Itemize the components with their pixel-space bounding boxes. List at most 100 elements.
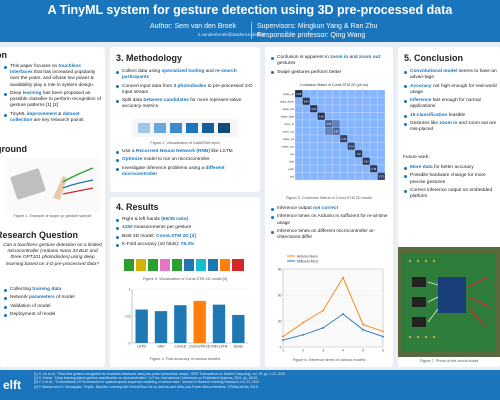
bar xyxy=(193,300,206,343)
cell-value: 0.83 xyxy=(364,160,369,163)
matrix-cell xyxy=(339,119,348,128)
row-label: zoom_in xyxy=(284,122,294,126)
cell-value: 0.52 xyxy=(334,130,339,133)
matrix-cell xyxy=(324,89,333,98)
bar xyxy=(154,311,168,343)
intro-item: This paper focuses on touchless interfac… xyxy=(3,64,102,89)
matrix-cell xyxy=(294,142,303,151)
matrix-cell xyxy=(309,172,318,181)
matrix-cell xyxy=(347,112,356,121)
cell-value: 0.75 xyxy=(379,175,384,178)
intro-card: on This paper focuses on touchless inter… xyxy=(0,47,105,367)
bar xyxy=(212,304,226,343)
author-email: s.vandenbroek@student.tudelft.nl xyxy=(198,32,266,37)
supervisors: Supervisors: Mingkun Yang & Ran Zhu xyxy=(257,23,378,30)
matrix-cell xyxy=(324,149,333,158)
matrix-cell xyxy=(339,127,348,136)
data-point xyxy=(342,313,344,315)
matrix-cell xyxy=(302,172,311,181)
conclusion-item: Accuracy not high enough for real-world … xyxy=(403,84,498,96)
future-item: Correct inference output on embedded pla… xyxy=(403,188,498,200)
discussion-card: Confusion is apparent in zoom in and zoo… xyxy=(265,47,393,367)
model-layers xyxy=(124,259,244,271)
discussion-item: Inference output not correct xyxy=(270,206,388,212)
convlstm-model-figure xyxy=(124,259,244,271)
matrix-cell xyxy=(369,97,378,106)
matrix-cell xyxy=(302,157,311,166)
matrix-cell xyxy=(332,149,341,158)
matrix-cell xyxy=(309,127,318,136)
data-point xyxy=(302,321,304,324)
matrix-cell xyxy=(369,112,378,121)
matrix-cell xyxy=(339,104,348,113)
matrix-cell xyxy=(317,149,326,158)
discussion-list: Confusion is apparent in zoom in and zoo… xyxy=(270,55,388,78)
matrix-cell xyxy=(362,149,371,158)
figure7-caption: Figure 7. Photo of the circuit board xyxy=(419,359,479,363)
matrix-cell xyxy=(324,127,333,136)
data-point xyxy=(362,323,364,326)
cell-value: 0.82 xyxy=(311,108,316,111)
matrix-cell xyxy=(362,104,371,113)
figure4-caption: Figure 4. Fold accuracy of various model… xyxy=(149,357,221,361)
matrix-cell xyxy=(377,157,386,166)
matrix-cell xyxy=(317,127,326,136)
matrix-cell xyxy=(294,119,303,128)
row-label: zoom_out xyxy=(283,129,295,133)
discussion-list-2: Inference output not correct Inference t… xyxy=(270,206,388,244)
matrix-cell xyxy=(339,157,348,166)
matrix-cell xyxy=(309,119,318,128)
data-point xyxy=(382,330,384,333)
matrix-cell xyxy=(369,127,378,136)
reference-item: [2] S. Kumar, "Deep learning-based gestu… xyxy=(34,376,259,381)
matrix-cell xyxy=(294,112,303,121)
methodology-item: Optimize model to run on microcontroller xyxy=(115,157,255,163)
photodiode-icon xyxy=(412,277,426,287)
matrix-cell xyxy=(377,164,386,173)
row-label: rotate_ccw xyxy=(281,144,294,148)
matrix-cell xyxy=(302,119,311,128)
matrix-cell xyxy=(294,157,303,166)
matrix-cell xyxy=(309,164,318,173)
x-tick-label: 2 xyxy=(302,349,304,353)
data-point xyxy=(362,328,364,331)
photodiode-icon xyxy=(412,317,426,327)
matrix-cell xyxy=(354,164,363,173)
matrix-cell xyxy=(302,104,311,113)
methodology-list-2: Use a Recurrent Neural Network (RNN) lik… xyxy=(115,149,255,180)
figure1-caption: Figure 1. Example of swipe up gesture sa… xyxy=(13,214,92,218)
results-card: 4. Results Right & left hands (65/35 rat… xyxy=(110,197,260,367)
poster-title: A TinyML system for gesture detection us… xyxy=(47,3,453,17)
rq-sub-item: Validation of model xyxy=(3,304,102,310)
cell-value: 0.55 xyxy=(326,123,331,126)
x-tick-label: 4 xyxy=(342,349,344,353)
fold-accuracy-chart: 0 0.5 1 LSTM GRU Conv1D ConvLSTM 2D CNN-LSTM Den… xyxy=(126,287,248,349)
matrix-cell xyxy=(294,134,303,143)
rq-sub-item: Deployment of model xyxy=(3,312,102,318)
matrix-cell xyxy=(347,149,356,158)
cell-value: 0.8 xyxy=(357,153,361,156)
series-line xyxy=(282,276,384,337)
matrix-cell xyxy=(377,97,386,106)
future-item: Possible hardware change for more precis… xyxy=(403,173,498,185)
discussion-item: Inference times on Arduino is sufficient… xyxy=(270,214,388,226)
x-tick-label: 5 xyxy=(362,349,364,353)
matrix-cell xyxy=(332,172,341,181)
cell-value: 0.74 xyxy=(349,145,354,148)
intro-item: Deep learning has been proposed as possi… xyxy=(3,91,102,110)
conclusion-item: Inference fast enough for normal applica… xyxy=(403,98,498,110)
conclusion-list: Convolutional model seems to have an adv… xyxy=(403,69,498,136)
x-tick-label: 3 xyxy=(322,349,324,353)
rq-sub-item: Collecting training data xyxy=(3,287,102,293)
y-tick-label: 90 xyxy=(278,267,282,271)
matrix-cell xyxy=(354,97,363,106)
matrix-cell xyxy=(362,119,371,128)
matrix-cell xyxy=(324,104,333,113)
row-label: pull xyxy=(290,174,294,178)
row-label: rotate_cw xyxy=(283,137,294,141)
matrix-cell xyxy=(294,104,303,113)
matrix-cell xyxy=(309,142,318,151)
intro-heading: on xyxy=(0,50,7,60)
matrix-cell xyxy=(347,97,356,106)
matrix-cell xyxy=(354,157,363,166)
